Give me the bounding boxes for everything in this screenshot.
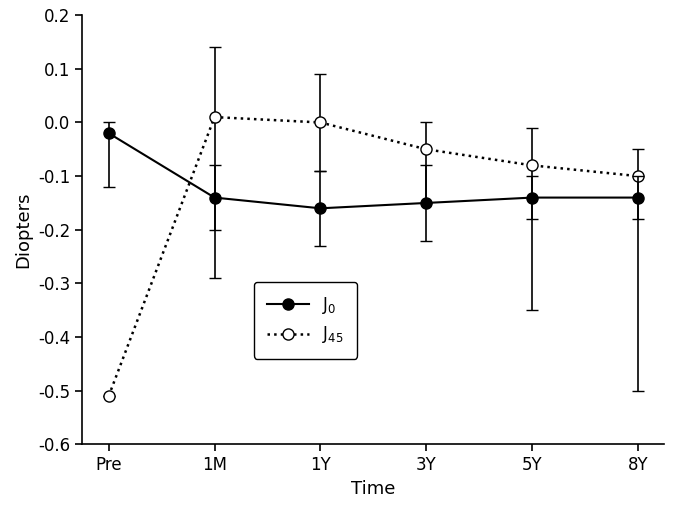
Legend: J$_0$, J$_{45}$: J$_0$, J$_{45}$	[253, 282, 357, 359]
X-axis label: Time: Time	[351, 480, 395, 498]
Y-axis label: Diopters: Diopters	[14, 191, 33, 268]
